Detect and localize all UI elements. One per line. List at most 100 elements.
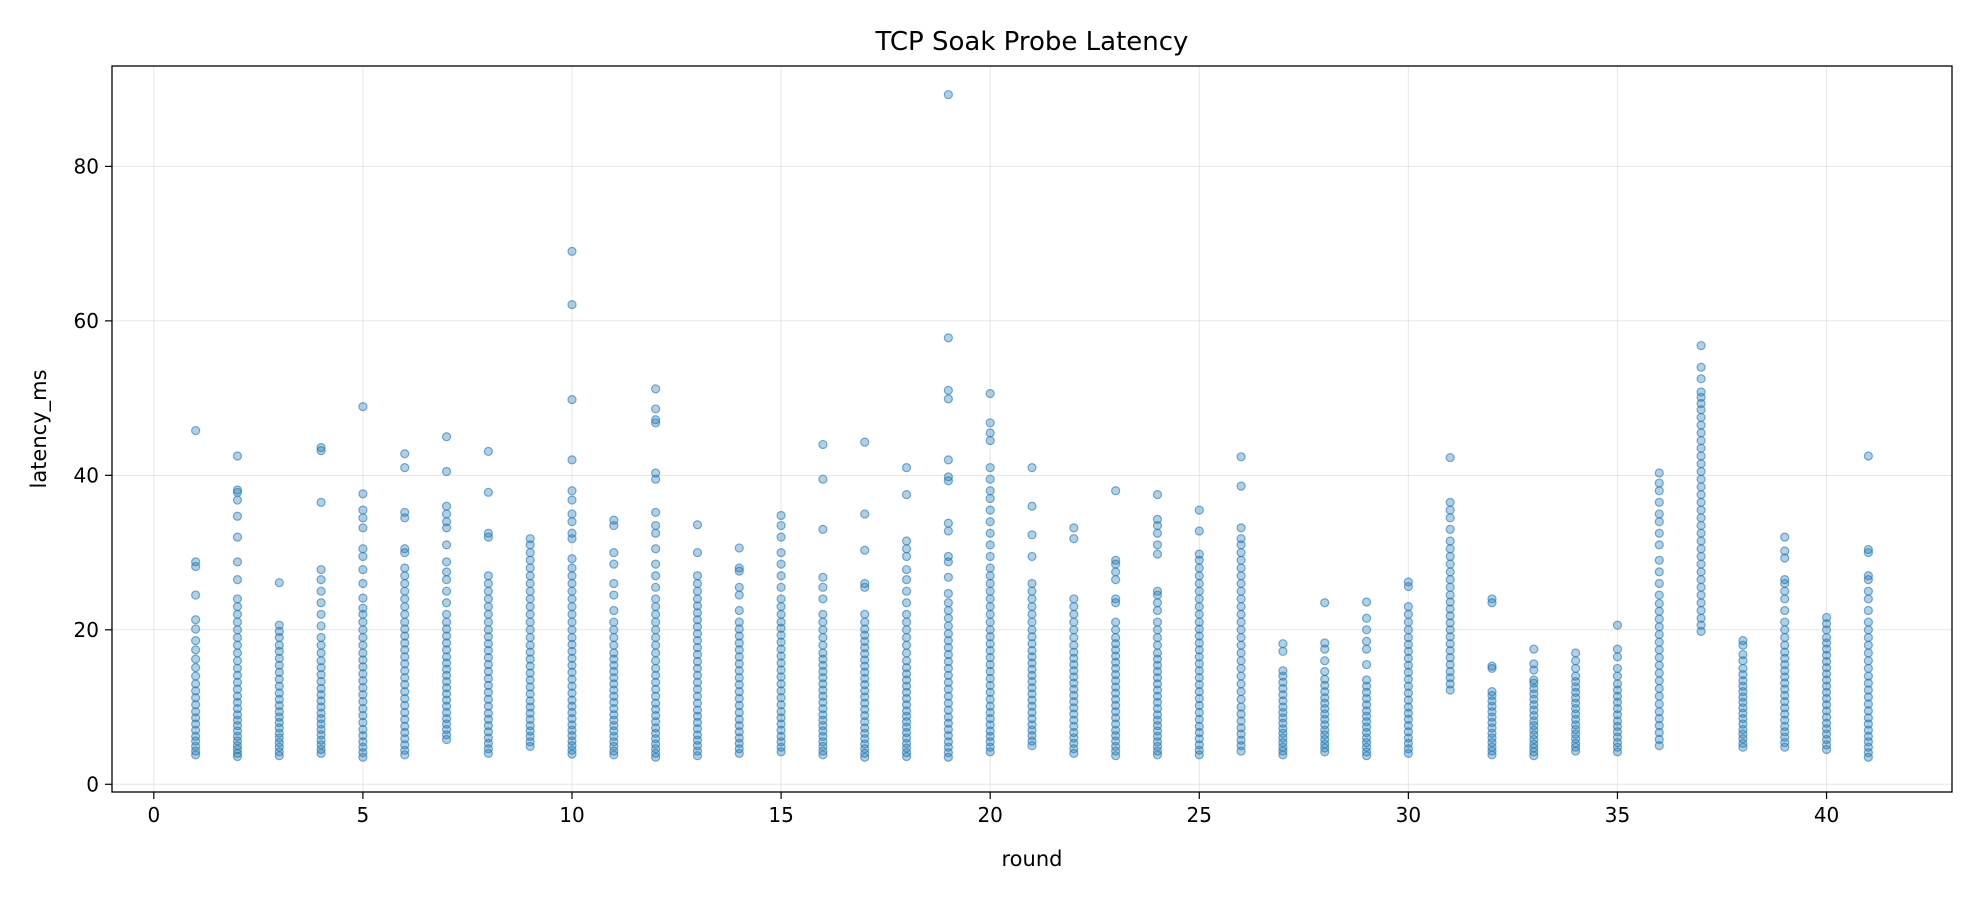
- data-point: [441, 734, 452, 745]
- data-point: [860, 744, 870, 754]
- data-point: [1529, 644, 1539, 654]
- data-point: [525, 741, 535, 752]
- data-point: [1069, 727, 1079, 738]
- data-point: [358, 690, 368, 700]
- data-point: [818, 703, 828, 714]
- data-point: [1863, 451, 1873, 461]
- data-point: [274, 733, 284, 743]
- data-point: [400, 680, 410, 690]
- data-point: [1111, 555, 1121, 565]
- data-point: [943, 705, 953, 715]
- data-point: [901, 640, 912, 650]
- data-point: [734, 566, 744, 576]
- data-point: [1361, 625, 1372, 635]
- data-point: [609, 691, 619, 701]
- data-point: [232, 656, 243, 666]
- data-point: [1111, 676, 1121, 686]
- data-point: [1821, 718, 1832, 728]
- data-point: [901, 706, 912, 716]
- data-point: [651, 415, 661, 425]
- data-point: [1236, 625, 1246, 635]
- data-point: [1027, 683, 1037, 693]
- data-point: [776, 725, 786, 735]
- data-point: [985, 632, 995, 642]
- data-point: [567, 681, 577, 691]
- data-point: [985, 646, 995, 656]
- data-point: [316, 708, 326, 718]
- data-point: [651, 384, 661, 394]
- data-point: [274, 688, 284, 698]
- data-point: [860, 655, 870, 665]
- data-point: [441, 575, 452, 585]
- data-point: [860, 649, 870, 659]
- data-point: [860, 624, 870, 634]
- data-point: [567, 602, 577, 612]
- data-point: [901, 632, 912, 643]
- data-point: [1780, 709, 1790, 719]
- data-point: [901, 656, 912, 666]
- data-point: [567, 639, 577, 650]
- data-point: [1194, 680, 1204, 690]
- data-point: [1152, 660, 1163, 670]
- data-point: [609, 673, 619, 683]
- data-point: [609, 703, 619, 714]
- data-point: [1027, 617, 1037, 627]
- data-point: [1738, 656, 1748, 666]
- data-point: [400, 544, 410, 554]
- data-point: [567, 486, 577, 496]
- data-point: [483, 594, 493, 604]
- data-point: [1696, 520, 1706, 531]
- data-point: [1069, 715, 1079, 725]
- data-point: [358, 669, 368, 679]
- data-point: [651, 559, 661, 569]
- data-point: [609, 515, 619, 525]
- data-point: [1403, 708, 1413, 718]
- data-point: [943, 636, 953, 646]
- data-point: [1320, 730, 1330, 740]
- data-point: [1194, 578, 1204, 589]
- data-point: [1612, 620, 1623, 630]
- data-point: [1863, 699, 1873, 709]
- data-point: [1863, 594, 1873, 604]
- y-tick-label: 40: [74, 463, 99, 487]
- y-tick-label: 80: [74, 154, 99, 178]
- data-point: [985, 726, 995, 736]
- data-point: [651, 648, 661, 658]
- data-point: [400, 645, 410, 655]
- data-point: [316, 632, 326, 643]
- data-point: [316, 586, 326, 596]
- data-point: [1696, 490, 1706, 500]
- data-point: [191, 719, 201, 729]
- data-point: [692, 636, 703, 646]
- data-point: [1696, 405, 1706, 415]
- data-point: [651, 418, 661, 428]
- data-point: [1780, 575, 1790, 585]
- data-point: [1152, 520, 1163, 531]
- data-point: [1821, 650, 1832, 660]
- data-point: [943, 333, 953, 343]
- data-point: [1027, 625, 1037, 635]
- data-point: [985, 563, 995, 573]
- data-point: [316, 696, 326, 706]
- data-point: [734, 582, 744, 592]
- data-point: [316, 575, 326, 585]
- data-point: [734, 605, 744, 616]
- data-point: [1821, 625, 1832, 635]
- data-point: [358, 737, 368, 747]
- data-point: [943, 684, 953, 694]
- data-point: [651, 602, 661, 612]
- data-point: [1027, 670, 1037, 680]
- data-point: [400, 586, 410, 596]
- data-point: [609, 547, 619, 558]
- data-point: [1780, 546, 1790, 556]
- data-point: [525, 632, 535, 643]
- data-point: [1445, 551, 1455, 562]
- data-point: [232, 697, 243, 708]
- data-point: [1696, 536, 1706, 546]
- data-point: [358, 603, 368, 613]
- data-point: [1194, 631, 1204, 641]
- grid-lines: [112, 66, 1952, 792]
- data-point: [274, 707, 284, 717]
- data-point: [1654, 645, 1664, 655]
- data-point: [567, 646, 577, 657]
